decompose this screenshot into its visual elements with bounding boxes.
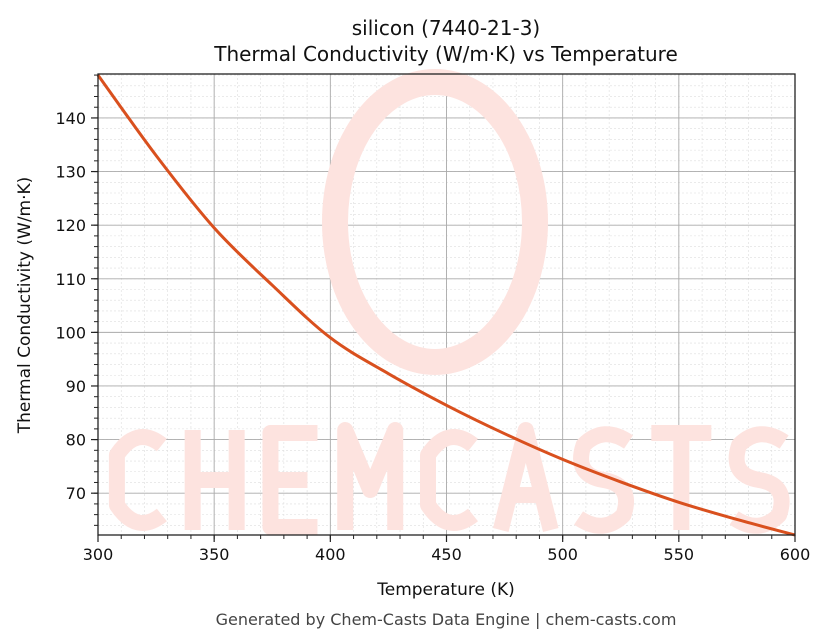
watermark-letter-shape [420, 429, 478, 531]
ticks: 300 350 400 450 500 550 600 70 80 90 100 110 120 130 1… [55, 74, 811, 564]
watermark-letter-shape [493, 422, 559, 532]
y-tick-label: 80 [66, 431, 86, 450]
x-tick-label: 400 [315, 545, 346, 564]
grid [97, 74, 796, 535]
y-tick-label: 120 [55, 216, 86, 235]
watermark-letters [108, 422, 790, 535]
y-tick-label: 110 [55, 270, 86, 289]
x-axis-label: Temperature (K) [376, 580, 515, 600]
chart-title: silicon (7440-21-3) [352, 16, 540, 40]
y-tick-label: 100 [55, 323, 86, 342]
x-tick-label: 600 [780, 545, 811, 564]
watermark-letter-shape [108, 429, 167, 531]
x-tick-label: 500 [547, 545, 578, 564]
x-tick-label: 450 [431, 545, 462, 564]
watermark-letter-shape [728, 426, 790, 534]
watermark-logo [108, 69, 790, 535]
footer: Generated by Chem-Casts Data Engine | ch… [216, 610, 677, 629]
y-tick-label: 70 [66, 484, 86, 503]
watermark-letter-shape [184, 430, 245, 530]
watermark-letter-shape [573, 426, 635, 534]
x-tick-label: 350 [199, 545, 230, 564]
y-tick-label: 90 [66, 377, 86, 396]
y-tick-label: 130 [55, 163, 86, 182]
x-tick-label: 300 [83, 545, 114, 564]
series [96, 74, 796, 537]
x-tick-label: 550 [664, 545, 695, 564]
watermark-ring [322, 69, 548, 375]
watermark-letter-shape [651, 425, 712, 530]
y-tick-label: 140 [55, 109, 86, 128]
y-axis-label: Thermal Conductivity (W/m·K) [15, 177, 35, 435]
chart-subtitle: Thermal Conductivity (W/m·K) vs Temperat… [213, 42, 678, 66]
watermark-letter-shape [262, 425, 318, 535]
series-line [96, 74, 796, 537]
watermark-letter-shape [337, 422, 404, 530]
